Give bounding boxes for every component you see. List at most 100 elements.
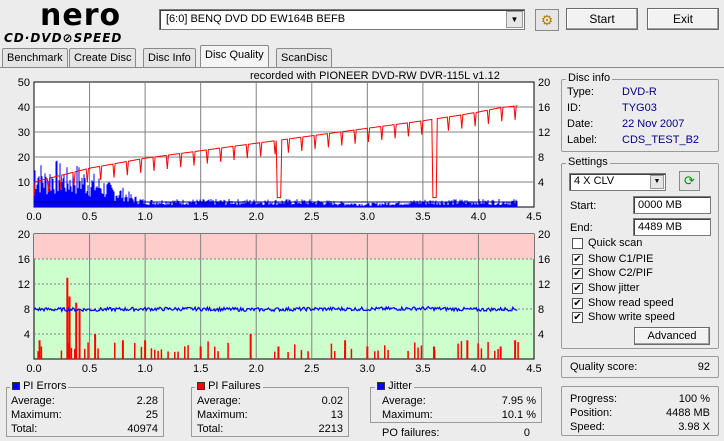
pi-failure-bar: [300, 350, 303, 359]
pi-failures-box: [191, 387, 349, 437]
pi-failure-bar: [60, 350, 63, 359]
progress-label: Progress:: [570, 393, 618, 405]
x-tick-label: 1.0: [137, 211, 152, 223]
y-tick-label-right: 12: [538, 279, 550, 291]
y-tick-label-left: 40: [18, 102, 30, 114]
pi-failure-bar: [177, 351, 179, 359]
pi-failure-bar: [330, 343, 333, 359]
tab-create-disc[interactable]: Create Disc: [69, 48, 137, 68]
refresh-icon[interactable]: ⟳: [679, 171, 700, 191]
x-tick-label: 4.0: [471, 363, 486, 374]
tab-scandisc[interactable]: ScanDisc: [276, 48, 333, 68]
show-read-speed-checkbox[interactable]: ✔: [572, 298, 583, 309]
pi-failure-bar: [154, 349, 156, 359]
pi-failure-bar: [350, 348, 353, 359]
quick-scan-checkbox[interactable]: [572, 238, 583, 249]
x-tick-label: 2.5: [304, 211, 319, 223]
y-tick-label-right: 16: [538, 254, 550, 266]
pi-failure-bar: [460, 341, 463, 359]
pi-failure-bar: [487, 341, 489, 359]
pi-failure-bar: [457, 343, 459, 359]
pi-failure-bar: [387, 349, 389, 359]
x-tick-label: 0.0: [26, 363, 41, 374]
position-label: Position:: [570, 407, 613, 419]
po-failures-label: PO failures:: [382, 427, 440, 439]
x-tick-label: 4.5: [526, 363, 541, 374]
x-tick-label: 2.5: [304, 363, 319, 374]
pi-failure-bar: [274, 351, 276, 359]
tab-benchmark[interactable]: Benchmark: [2, 48, 68, 68]
disc-type-value: DVD-R: [622, 86, 657, 98]
show-write-speed-checkbox[interactable]: ✔: [572, 312, 583, 323]
tab-disc-info[interactable]: Disc Info: [143, 48, 196, 68]
pi-failure-bar: [70, 347, 73, 359]
drive-select[interactable]: [6:0] BENQ DVD DD EW164B BEFB ▼: [159, 9, 525, 30]
pi-errors-header: PI Errors: [10, 380, 69, 392]
y-tick-label-right: 20: [538, 77, 550, 89]
jitter-max-label: Maximum:: [382, 409, 433, 421]
y-tick-label-right: 4: [538, 177, 544, 189]
jitter-max: 10.1 %: [501, 409, 536, 421]
x-tick-label: 2.0: [249, 211, 264, 223]
y-tick-label-left: 30: [18, 127, 30, 139]
end-field[interactable]: 4489 MB: [633, 218, 711, 236]
y-tick-label-left: 16: [18, 254, 30, 266]
pi-failures-header: PI Failures: [195, 380, 263, 392]
start-button[interactable]: Start: [566, 8, 638, 30]
pi-failure-bar: [294, 344, 296, 359]
show-jitter-checkbox[interactable]: ✔: [572, 283, 583, 294]
show-c2-label: Show C2/PIF: [588, 267, 653, 279]
x-tick-label: 3.0: [360, 363, 375, 374]
pi-failure-bar: [466, 340, 469, 359]
y-tick-label-left: 4: [24, 329, 30, 341]
pi-failure-bar: [75, 302, 78, 359]
pi-failure-bar: [384, 345, 386, 359]
pi-failure-bar: [184, 346, 186, 359]
pi-failures-total-label: Total:: [197, 423, 224, 435]
show-c2-checkbox[interactable]: ✔: [572, 268, 583, 279]
jitter-avg: 7.95 %: [501, 395, 536, 407]
quick-scan-label: Quick scan: [588, 237, 643, 249]
pi-failure-bar: [174, 351, 176, 359]
y-tick-label-left: 8: [24, 304, 30, 316]
end-label: End:: [570, 222, 593, 234]
x-tick-label: 3.0: [360, 211, 375, 223]
drive-info-icon[interactable]: ⚙: [535, 9, 559, 31]
y-tick-label-right: 8: [538, 304, 544, 316]
pi-failure-bar: [167, 351, 169, 359]
start-field[interactable]: 0000 MB: [633, 196, 711, 214]
disc-id-label: ID:: [567, 102, 582, 114]
pi-errors-box: [6, 387, 164, 437]
speed-select[interactable]: 4 X CLV ▼: [569, 173, 666, 191]
x-tick-label: 0.5: [82, 363, 97, 374]
chevron-down-icon[interactable]: ▼: [650, 175, 664, 189]
disc-date-label: Date:: [567, 118, 594, 130]
pi-failure-bar: [366, 346, 369, 359]
show-c1-checkbox[interactable]: ✔: [572, 254, 583, 265]
pi-failure-bar: [344, 340, 347, 359]
jitter-line: [33, 305, 518, 314]
pi-errors-swatch: [12, 382, 20, 390]
chart1-plot-area: [33, 81, 535, 208]
disc-info-group: [561, 79, 719, 152]
pi-failure-bar: [344, 350, 346, 359]
show-write-speed-label: Show write speed: [588, 311, 675, 323]
chevron-down-icon[interactable]: ▼: [506, 11, 523, 28]
pi-failure-bar: [37, 351, 39, 359]
disc-id-value: TYG03: [622, 102, 657, 114]
pi-failure-bar: [87, 342, 89, 359]
x-tick-label: 0.0: [26, 211, 41, 223]
pi-failure-bar: [94, 334, 97, 359]
pi-failure-bar: [227, 342, 229, 359]
pi-failure-bar: [207, 341, 209, 359]
x-tick-label: 1.0: [137, 363, 152, 374]
pi-failure-bar: [84, 348, 86, 359]
y-tick-label-left: 20: [18, 152, 30, 164]
cd-dvd-speed-logo: CD·DVD⊘SPEED: [4, 31, 123, 45]
tab-disc-quality[interactable]: Disc Quality: [200, 45, 269, 68]
pi-failure-bar: [480, 348, 483, 359]
exit-button[interactable]: Exit: [647, 8, 719, 30]
pi-errors-avg-label: Average:: [11, 395, 55, 407]
advanced-button[interactable]: Advanced: [634, 327, 710, 345]
disc-info-title: Disc info: [566, 72, 613, 84]
